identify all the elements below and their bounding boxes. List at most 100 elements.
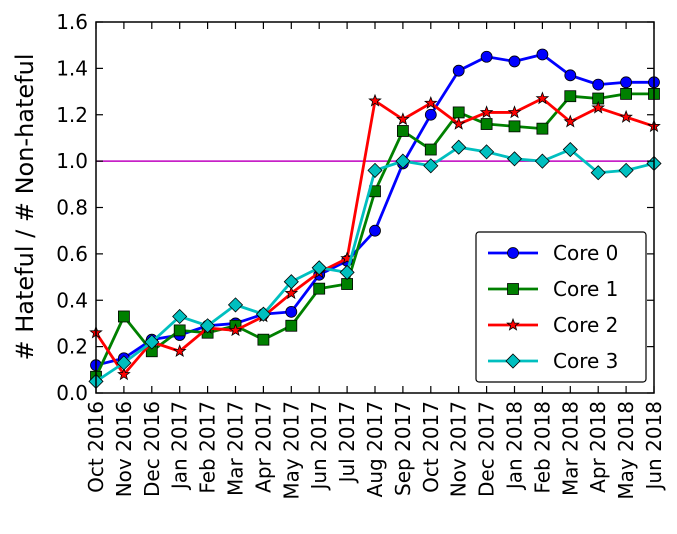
data-point-core-3 [506, 151, 523, 167]
data-point-core-0 [285, 305, 298, 318]
y-tick-label: 0.2 [56, 335, 88, 359]
x-tick-label: May 2017 [279, 401, 303, 500]
data-point-core-3 [479, 144, 495, 160]
data-point-core-3 [283, 274, 299, 290]
legend-marker [506, 317, 520, 331]
data-point-core-2 [396, 112, 410, 126]
data-point-core-2 [507, 105, 522, 119]
data-point-core-2 [591, 100, 606, 114]
data-point-core-2 [284, 286, 299, 300]
x-tick-label: Apr 2018 [586, 401, 610, 493]
legend-label: Core 3 [553, 349, 618, 373]
data-point-core-1 [257, 333, 270, 346]
data-point-core-1 [452, 106, 465, 119]
data-point-core-2 [172, 344, 187, 358]
y-tick-label: 1.6 [56, 10, 88, 34]
data-point-core-3 [227, 297, 244, 313]
data-point-core-2 [535, 91, 550, 105]
data-point-core-2 [368, 93, 382, 107]
data-point-core-3 [116, 355, 132, 371]
data-point-core-3 [451, 139, 467, 155]
y-tick-label: 0.8 [56, 196, 88, 220]
data-point-core-3 [534, 153, 550, 169]
data-point-core-3 [423, 158, 439, 174]
x-tick-label: Mar 2018 [558, 401, 582, 496]
data-point-core-1 [620, 87, 632, 100]
data-point-core-3 [562, 141, 578, 158]
x-tick-label: Dec 2017 [475, 401, 499, 497]
data-point-core-3 [200, 318, 216, 334]
data-point-core-0 [508, 55, 521, 68]
y-tick-label: 0.6 [56, 242, 88, 266]
x-tick-label: Jun 2017 [307, 401, 331, 492]
data-point-core-1 [313, 282, 326, 295]
legend-marker [505, 353, 521, 369]
x-tick-label: Aug 2017 [363, 401, 387, 497]
data-point-core-3 [172, 308, 188, 325]
data-point-core-2 [451, 116, 466, 130]
legend-label: Core 0 [553, 241, 618, 265]
data-point-core-1 [285, 319, 298, 332]
x-tick-label: Mar 2017 [224, 401, 248, 496]
data-point-core-0 [452, 64, 465, 77]
data-point-core-3 [367, 162, 383, 178]
data-point-core-1 [396, 125, 409, 137]
legend-item-core-0: Core 0 [488, 241, 618, 265]
legend-item-core-2: Core 2 [488, 313, 618, 337]
x-tick-label: Jul 2017 [335, 401, 359, 484]
y-tick-label: 1.0 [56, 149, 88, 173]
x-tick-label: Oct 2017 [419, 401, 443, 493]
x-tick-label: Feb 2017 [196, 401, 220, 494]
legend-marker [507, 283, 519, 295]
data-point-core-1 [424, 143, 437, 156]
data-point-core-3 [144, 334, 160, 350]
data-point-core-1 [341, 278, 354, 290]
y-axis-label: # Hateful / # Non-hateful [11, 53, 39, 360]
data-point-core-0 [564, 69, 577, 82]
y-tick-label: 0.0 [56, 381, 88, 405]
data-point-core-2 [228, 323, 243, 337]
data-point-core-2 [117, 367, 131, 381]
data-point-core-1 [536, 122, 549, 135]
legend-frame [475, 231, 647, 383]
data-point-core-0 [620, 76, 632, 89]
series-core-3 [88, 139, 662, 389]
y-tick-label: 0.4 [56, 288, 88, 312]
x-tick-label: May 2018 [614, 401, 638, 500]
legend-item-core-3: Core 3 [488, 349, 618, 373]
x-tick-label: Nov 2017 [447, 401, 471, 497]
data-point-core-0 [592, 78, 605, 91]
data-point-core-2 [423, 96, 438, 109]
x-tick-label: Oct 2016 [84, 401, 108, 493]
data-point-core-3 [395, 153, 411, 169]
data-point-core-1 [508, 120, 521, 133]
legend-label: Core 2 [553, 313, 618, 337]
data-point-core-2 [479, 105, 494, 119]
x-tick-label: Dec 2016 [140, 401, 164, 497]
legend: Core 0 Core 1 Core 2 Core 3 [475, 231, 647, 383]
x-tick-label: Jun 2018 [642, 401, 666, 492]
data-point-core-3 [339, 264, 355, 280]
legend-marker [507, 247, 519, 259]
data-point-core-2 [563, 114, 578, 128]
data-point-core-3 [590, 165, 606, 181]
data-point-core-1 [564, 90, 577, 103]
data-point-core-0 [369, 224, 381, 237]
x-tick-label: Nov 2016 [112, 401, 136, 497]
data-point-core-3 [255, 306, 271, 322]
x-tick-label: Feb 2018 [530, 401, 554, 494]
legend-item-core-1: Core 1 [488, 277, 618, 301]
data-point-core-1 [118, 310, 130, 323]
data-point-core-3 [618, 162, 634, 178]
x-tick-label: Jan 2018 [503, 401, 527, 491]
x-tick-label: Sep 2017 [391, 401, 415, 496]
data-point-core-0 [536, 48, 549, 61]
x-tick-label: Apr 2017 [251, 401, 275, 493]
series-core-1 [90, 87, 660, 383]
y-tick-label: 1.4 [56, 56, 88, 80]
x-tick-label: Jan 2017 [168, 401, 192, 491]
data-point-core-1 [480, 118, 493, 130]
data-point-core-0 [424, 108, 437, 121]
data-point-core-0 [480, 50, 493, 63]
